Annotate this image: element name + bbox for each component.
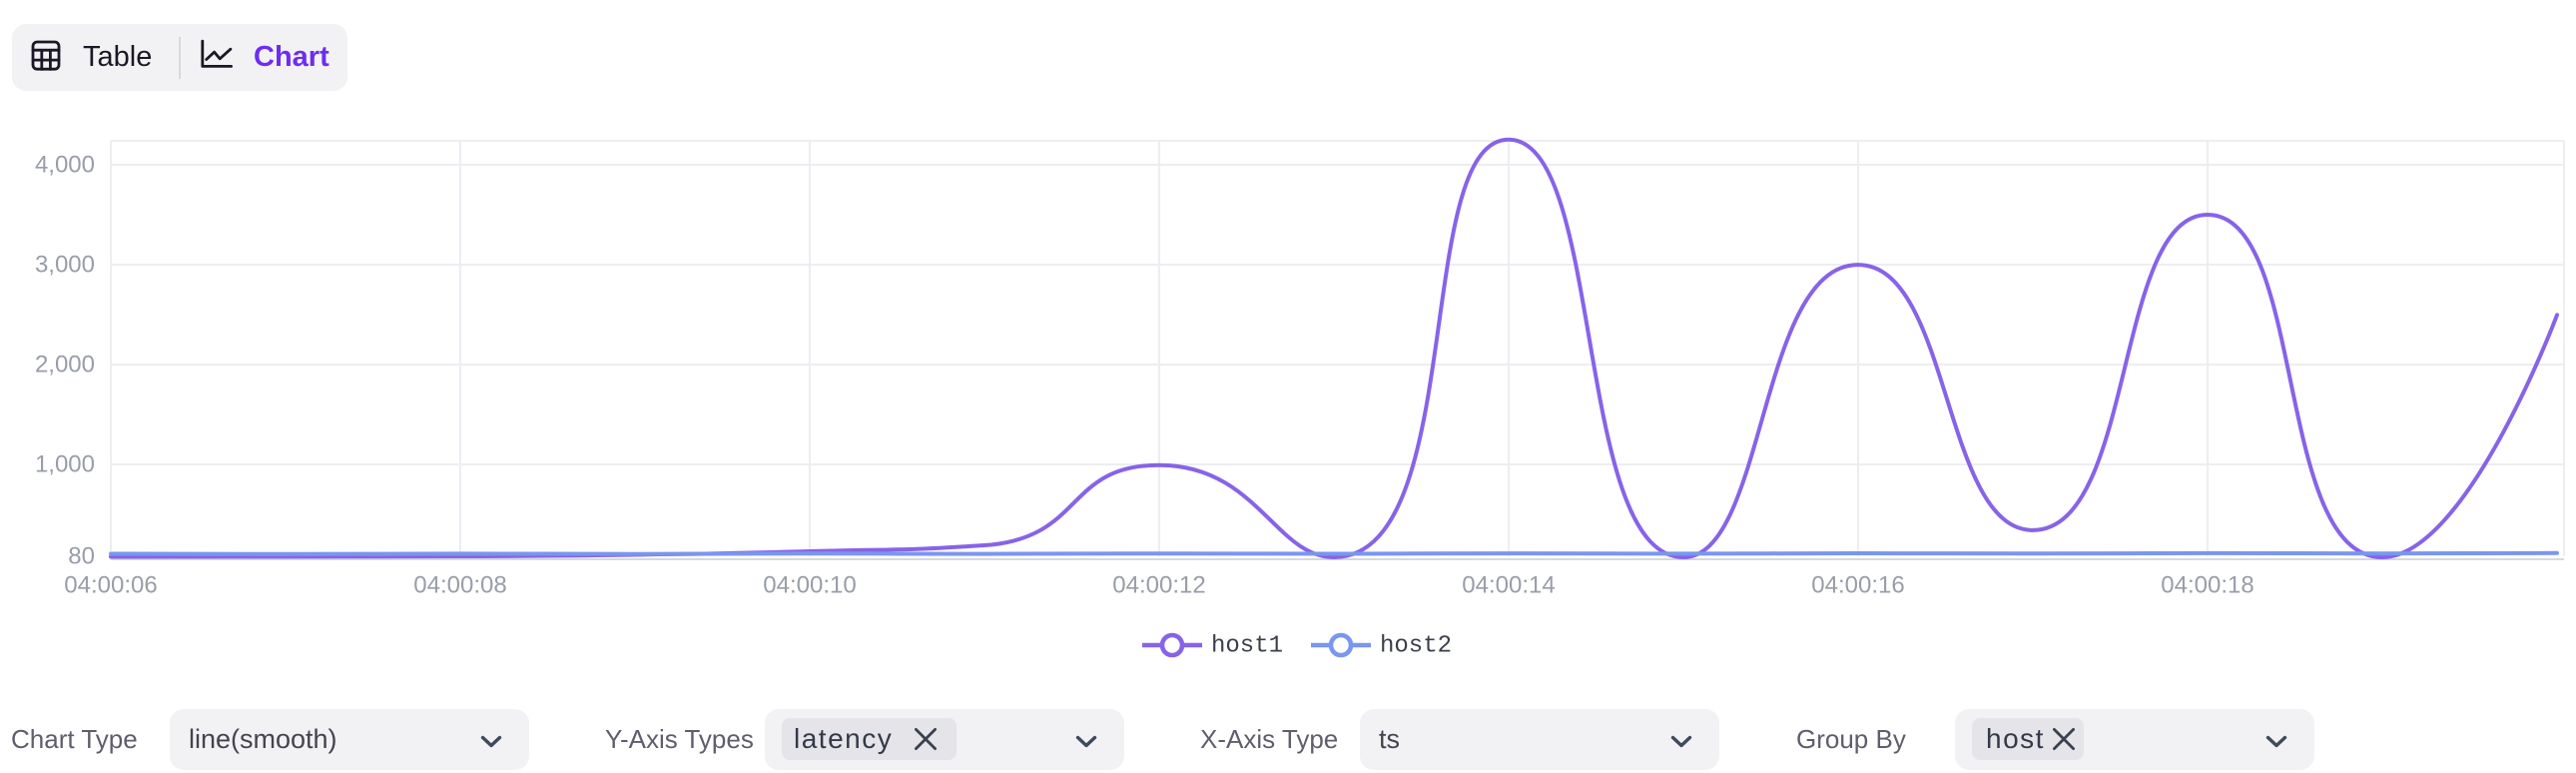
svg-text:2,000: 2,000 bbox=[35, 352, 95, 379]
svg-text:4,000: 4,000 bbox=[35, 152, 95, 179]
svg-text:80: 80 bbox=[68, 543, 95, 570]
svg-text:host1: host1 bbox=[1211, 633, 1283, 660]
svg-text:04:00:06: 04:00:06 bbox=[64, 572, 157, 599]
svg-text:04:00:14: 04:00:14 bbox=[1462, 572, 1555, 599]
svg-text:04:00:12: 04:00:12 bbox=[1112, 572, 1205, 599]
svg-text:1,000: 1,000 bbox=[35, 451, 95, 478]
svg-text:04:00:16: 04:00:16 bbox=[1811, 572, 1904, 599]
svg-text:04:00:08: 04:00:08 bbox=[413, 572, 506, 599]
svg-text:3,000: 3,000 bbox=[35, 252, 95, 279]
svg-text:host2: host2 bbox=[1380, 633, 1452, 660]
svg-text:04:00:10: 04:00:10 bbox=[763, 572, 856, 599]
svg-text:04:00:18: 04:00:18 bbox=[2161, 572, 2254, 599]
